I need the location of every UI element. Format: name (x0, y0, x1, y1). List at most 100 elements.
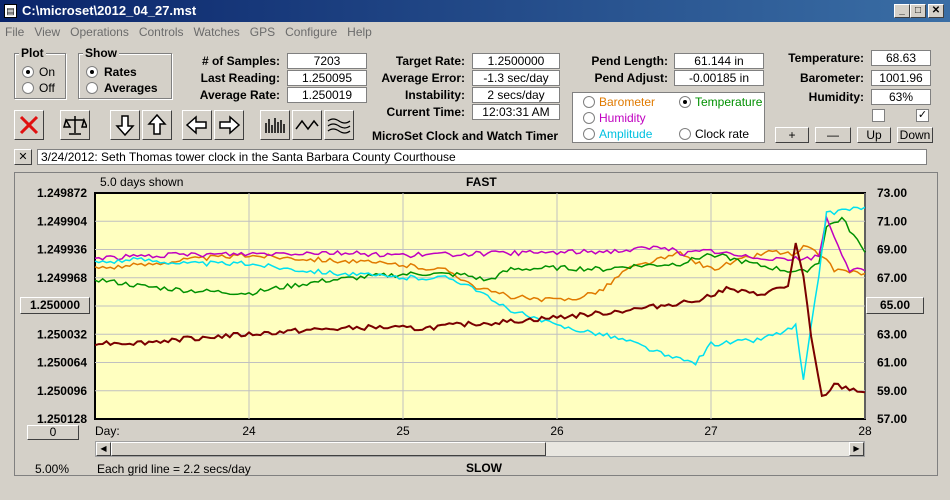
overlay-humidity-label: Humidity (599, 111, 646, 125)
minimize-button[interactable]: _ (894, 4, 910, 18)
checkbox-1[interactable] (872, 109, 885, 122)
overlay-temperature-radio[interactable] (679, 96, 691, 108)
days-shown-label: 5.0 days shown (100, 175, 184, 189)
menu-view[interactable]: View (34, 25, 61, 39)
offset-button[interactable]: 0 (27, 425, 79, 440)
wave-icon (295, 119, 319, 131)
note-close-button[interactable]: ✕ (14, 149, 32, 165)
average-error-value: -1.3 sec/day (472, 70, 560, 86)
overlay-barometer-radio[interactable] (583, 96, 595, 108)
checkbox-2[interactable]: ✓ (916, 109, 929, 122)
instability-value: 2 secs/day (472, 87, 560, 103)
arrow-down-icon (115, 115, 135, 137)
arrow-up-button[interactable] (142, 110, 172, 140)
y-left-tick-label: 1.249872 (37, 186, 87, 200)
overlay-select-box (572, 92, 765, 143)
scroll-right-arrow[interactable]: ▶ (849, 442, 864, 456)
temperature-label: Temperature: (788, 51, 864, 65)
maximize-button[interactable]: □ (910, 4, 926, 18)
average-rate-label: Average Rate: (199, 88, 280, 102)
plot-group-title: Plot (19, 46, 46, 60)
arrow-up-icon (147, 113, 167, 135)
y-right-tick-label: 69.00 (877, 243, 907, 257)
x-tick-label: 25 (396, 424, 410, 438)
y-left-tick-label: 1.250096 (37, 384, 87, 398)
samples-value: 7203 (287, 53, 367, 69)
overlay-humidity-radio[interactable] (583, 112, 595, 124)
last-reading-label: Last Reading: (200, 71, 280, 85)
multiwave-icon (327, 118, 351, 134)
menu-help[interactable]: Help (347, 25, 372, 39)
plot-on-label: On (39, 65, 56, 79)
current-time-label: Current Time: (386, 105, 465, 119)
close-window-button[interactable]: ✕ (928, 4, 944, 18)
series-clock-rate (94, 242, 866, 398)
show-averages-radio[interactable] (86, 82, 98, 94)
multiwave-button[interactable] (324, 110, 354, 140)
menu-gps[interactable]: GPS (249, 25, 276, 39)
arrow-down-button[interactable] (110, 110, 140, 140)
bars-button[interactable] (260, 110, 290, 140)
note-input[interactable]: 3/24/2012: Seth Thomas tower clock in th… (37, 149, 927, 165)
title-bar: ▤ C:\microset\2012_04_27.mst _ □ ✕ (0, 0, 950, 22)
plot-frame: 1.249872 73.00 1.249904 71.00 1.249936 69.00 1… (14, 172, 938, 476)
grid-note: Each grid line = 2.2 secs/day (97, 462, 251, 476)
wave-button[interactable] (292, 110, 322, 140)
center-temp-button[interactable]: 65.00 (866, 297, 924, 314)
overlay-barometer-label: Barometer (599, 95, 656, 109)
temperature-value: 68.63 (871, 50, 931, 66)
y-right-tick-label: 63.00 (877, 327, 907, 341)
scale-plus-button[interactable]: + (775, 127, 809, 143)
show-rates-label: Rates (104, 65, 137, 79)
bars-icon (265, 118, 285, 133)
plot-off-label: Off (39, 81, 55, 95)
plot-off-radio[interactable] (22, 82, 34, 94)
show-rates-radio[interactable] (86, 66, 98, 78)
x-tick-label: 26 (550, 424, 564, 438)
menu-watches[interactable]: Watches (193, 25, 240, 39)
pend-adjust-label: Pend Adjust: (594, 71, 668, 85)
x-tick-label: 27 (704, 424, 718, 438)
menu-operations[interactable]: Operations (70, 25, 129, 39)
scale-minus-button[interactable]: — (815, 127, 851, 143)
menu-controls[interactable]: Controls (138, 25, 184, 39)
scroll-left-arrow[interactable]: ◀ (96, 442, 111, 456)
app-icon: ▤ (4, 4, 17, 18)
day-axis-label: Day: (95, 424, 120, 438)
y-right-tick-label: 73.00 (877, 186, 907, 200)
arrow-left-button[interactable] (182, 110, 212, 140)
arrow-right-button[interactable] (214, 110, 244, 140)
slow-label: SLOW (466, 461, 502, 475)
show-averages-label: Averages (104, 81, 158, 95)
barometer-label: Barometer: (799, 71, 864, 85)
zoom-label: 5.00% (35, 462, 70, 476)
overlay-clock-rate-radio[interactable] (679, 128, 691, 140)
balance-button[interactable] (60, 110, 90, 140)
barometer-value: 1001.96 (871, 70, 931, 86)
fast-label: FAST (466, 175, 497, 189)
show-group-title: Show (83, 46, 119, 60)
menu-file[interactable]: File (5, 25, 25, 39)
overlay-amplitude-label: Amplitude (599, 127, 653, 141)
balance-icon (63, 116, 87, 135)
average-error-label: Average Error: (381, 71, 465, 85)
y-right-tick-label: 71.00 (877, 214, 907, 228)
scale-up-button[interactable]: Up (857, 127, 891, 143)
y-left-tick-label: 1.250032 (37, 327, 87, 341)
show-group (78, 53, 172, 99)
app-caption: MicroSet Clock and Watch Timer (372, 129, 559, 143)
overlay-temperature-label: Temperature (695, 95, 763, 109)
plot-on-radio[interactable] (22, 66, 34, 78)
series-humidity (94, 214, 866, 273)
center-rate-button[interactable]: 1.250000 (20, 297, 90, 314)
reject-button[interactable] (14, 110, 44, 140)
y-right-tick-label: 59.00 (877, 384, 907, 398)
time-scrollbar[interactable]: ◀ ▶ (95, 441, 865, 457)
pend-length-value: 61.144 in (674, 53, 764, 69)
series-temperature (94, 216, 866, 296)
overlay-amplitude-radio[interactable] (583, 128, 595, 140)
scroll-thumb[interactable] (111, 442, 546, 456)
scale-down-button[interactable]: Down (897, 127, 933, 143)
menu-configure[interactable]: Configure (285, 25, 338, 39)
reject-icon (19, 115, 39, 135)
